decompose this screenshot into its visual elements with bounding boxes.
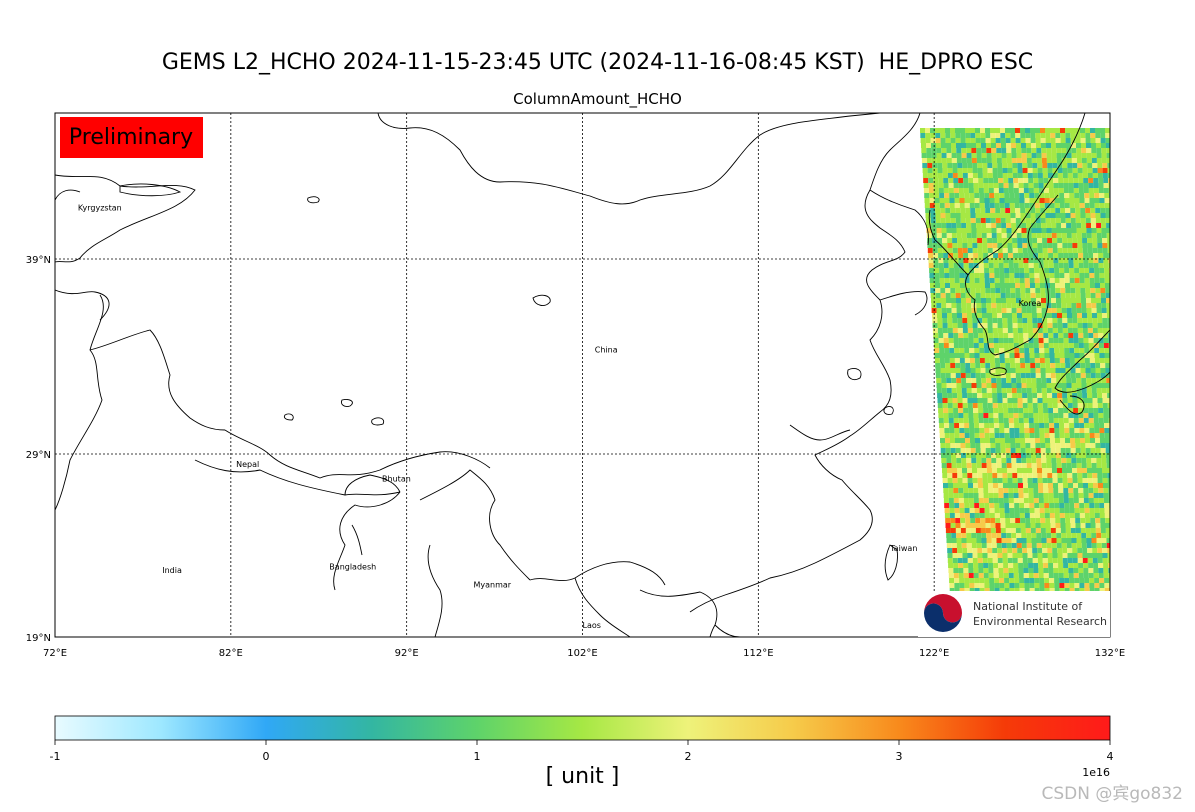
preliminary-badge: Preliminary [60,117,203,158]
lon-tick-label: 112°E [743,648,773,659]
colorbar: -1 0 1 2 3 4 1e16 [50,715,1114,779]
watermark: CSDN @宾go832 [1041,784,1183,804]
lon-tick-label: 132°E [1095,648,1125,659]
place-label: Bhutan [382,474,411,483]
place-labels: Kyrgyzstan China Korea Nepal Bhutan India Bang… [78,203,1041,630]
place-label: Myanmar [473,581,511,590]
place-label: India [162,566,182,575]
place-label: Nepal [236,460,259,469]
lat-tick-label: 19°N [26,633,51,644]
colorbar-exponent: 1e16 [1082,766,1110,779]
lon-tick-label: 102°E [567,648,597,659]
preliminary-label: Preliminary [69,125,193,150]
place-label: Bangladesh [329,562,376,571]
plot-subtitle: ColumnAmount_HCHO [513,90,682,108]
graticule [55,113,1110,637]
hcho-swath [920,128,1110,593]
lon-tick-label: 72°E [43,648,67,659]
place-label: Taiwan [889,544,917,553]
lat-tick-label: 29°N [26,450,51,461]
colorbar-gradient [54,715,1111,741]
colorbar-ticks: -1 0 1 2 3 4 [50,740,1114,763]
map-frame [54,112,1111,638]
colorbar-tick-label: -1 [50,750,61,763]
place-label: Kyrgyzstan [78,203,122,212]
logo-line1: National Institute of [973,600,1083,613]
colorbar-tick-label: 3 [896,750,903,763]
lon-tick-label: 122°E [919,648,949,659]
colorbar-tick-label: 1 [474,750,481,763]
lon-tick-label: 82°E [219,648,243,659]
place-label: China [595,346,618,355]
colorbar-tick-label: 4 [1107,750,1114,763]
axis-labels: 39°N 29°N 19°N 72°E 82°E 92°E 102°E 112°E 122°E 1… [26,255,1125,659]
place-label: Korea [1019,299,1042,308]
taegeuk-icon [923,593,963,633]
lat-tick-label: 39°N [26,255,51,266]
place-label: Laos [583,621,601,630]
colorbar-label: [ unit ] [545,764,620,789]
colorbar-tick-label: 0 [263,750,270,763]
plot-title: GEMS L2_HCHO 2024-11-15-23:45 UTC (2024-… [161,50,1034,75]
coastlines-and-borders [55,113,1110,637]
nier-logo: National Institute of Environmental Rese… [918,591,1110,637]
lon-tick-label: 92°E [395,648,419,659]
logo-line2: Environmental Research [973,615,1107,628]
colorbar-tick-label: 2 [685,750,692,763]
